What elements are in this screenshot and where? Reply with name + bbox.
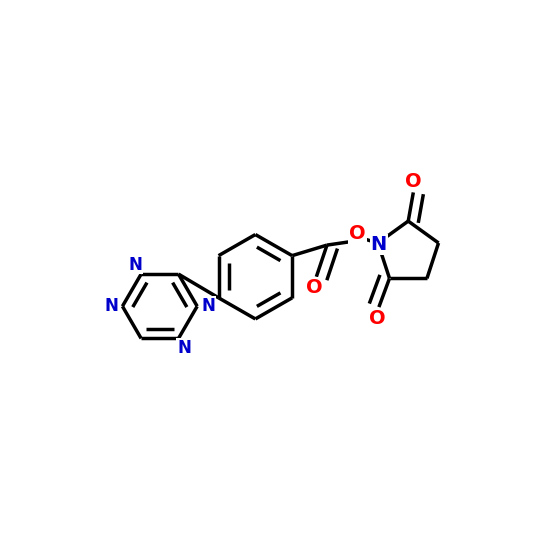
Text: N: N [105,297,118,315]
Text: O: O [369,309,386,328]
Text: O: O [405,172,421,191]
Text: O: O [349,224,366,243]
Text: O: O [306,278,323,297]
Text: N: N [201,297,215,315]
Text: N: N [177,339,191,357]
Text: N: N [370,235,387,254]
Text: N: N [129,255,142,273]
